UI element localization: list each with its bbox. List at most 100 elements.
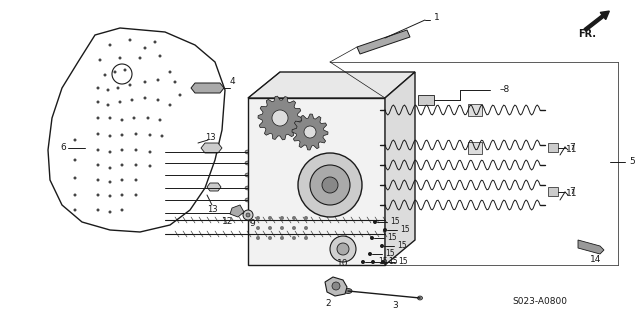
Ellipse shape	[323, 209, 333, 215]
Circle shape	[97, 100, 99, 103]
Circle shape	[148, 133, 152, 137]
Circle shape	[109, 211, 111, 213]
Ellipse shape	[348, 149, 356, 155]
Ellipse shape	[312, 209, 321, 215]
Circle shape	[246, 213, 250, 217]
Ellipse shape	[387, 160, 394, 165]
Circle shape	[168, 70, 172, 73]
Ellipse shape	[264, 172, 273, 178]
Circle shape	[120, 179, 124, 182]
Ellipse shape	[348, 197, 356, 203]
Ellipse shape	[275, 209, 285, 215]
Text: 7: 7	[569, 144, 575, 152]
Circle shape	[134, 164, 138, 167]
Bar	[418, 95, 434, 105]
Ellipse shape	[287, 197, 296, 203]
Ellipse shape	[371, 209, 381, 215]
FancyArrow shape	[584, 11, 609, 31]
Ellipse shape	[264, 209, 273, 215]
Circle shape	[118, 56, 122, 60]
Ellipse shape	[335, 197, 344, 203]
Circle shape	[292, 216, 296, 220]
Circle shape	[74, 138, 77, 142]
Circle shape	[143, 80, 147, 84]
Ellipse shape	[348, 172, 356, 178]
Ellipse shape	[387, 189, 394, 195]
Circle shape	[97, 132, 99, 136]
Circle shape	[159, 55, 161, 57]
Circle shape	[124, 69, 127, 71]
Ellipse shape	[300, 160, 308, 166]
Text: 15: 15	[400, 226, 410, 234]
Ellipse shape	[348, 209, 356, 215]
Circle shape	[134, 179, 138, 182]
Ellipse shape	[360, 197, 369, 203]
Polygon shape	[248, 72, 415, 98]
Ellipse shape	[245, 150, 251, 154]
Circle shape	[113, 70, 116, 73]
Circle shape	[154, 41, 157, 43]
Ellipse shape	[312, 149, 321, 155]
Circle shape	[361, 260, 365, 264]
Ellipse shape	[287, 209, 296, 215]
Circle shape	[292, 236, 296, 240]
Circle shape	[256, 216, 260, 220]
Ellipse shape	[383, 149, 392, 155]
Circle shape	[381, 260, 385, 264]
Ellipse shape	[312, 172, 321, 178]
Circle shape	[112, 64, 132, 84]
Ellipse shape	[323, 197, 333, 203]
Bar	[468, 142, 482, 154]
Text: 2: 2	[325, 300, 331, 308]
Text: –8: –8	[500, 85, 510, 94]
Ellipse shape	[383, 184, 392, 190]
Ellipse shape	[264, 149, 273, 155]
Ellipse shape	[252, 149, 260, 155]
Ellipse shape	[383, 160, 392, 166]
Circle shape	[109, 116, 111, 120]
Circle shape	[370, 236, 374, 240]
Circle shape	[373, 220, 377, 224]
Text: 3: 3	[392, 301, 398, 310]
Circle shape	[337, 243, 349, 255]
Text: 15: 15	[390, 218, 400, 226]
Circle shape	[134, 132, 138, 136]
Circle shape	[304, 126, 316, 138]
Ellipse shape	[245, 161, 251, 165]
Circle shape	[99, 58, 102, 62]
Polygon shape	[385, 72, 415, 265]
Ellipse shape	[145, 65, 155, 79]
Circle shape	[129, 84, 131, 86]
Circle shape	[106, 88, 109, 92]
Circle shape	[157, 78, 159, 81]
Polygon shape	[48, 28, 225, 232]
Text: 15: 15	[398, 257, 408, 266]
Text: 15: 15	[388, 257, 398, 266]
Polygon shape	[292, 114, 328, 150]
Polygon shape	[357, 30, 410, 54]
Ellipse shape	[335, 172, 344, 178]
Ellipse shape	[252, 172, 260, 178]
Circle shape	[304, 226, 308, 230]
Circle shape	[272, 110, 288, 126]
Circle shape	[120, 164, 124, 167]
Circle shape	[131, 99, 134, 101]
Circle shape	[106, 103, 109, 107]
Text: 13: 13	[205, 132, 215, 142]
Ellipse shape	[245, 211, 251, 215]
Text: 13: 13	[207, 205, 218, 214]
Ellipse shape	[371, 172, 381, 178]
Circle shape	[161, 135, 163, 137]
Ellipse shape	[360, 160, 369, 166]
Ellipse shape	[360, 149, 369, 155]
Circle shape	[179, 93, 182, 97]
Ellipse shape	[312, 184, 321, 190]
Circle shape	[280, 226, 284, 230]
Polygon shape	[258, 96, 302, 140]
Text: 14: 14	[590, 256, 602, 264]
Text: S023-A0800: S023-A0800	[513, 298, 568, 307]
Circle shape	[97, 194, 99, 197]
Ellipse shape	[417, 296, 422, 300]
Circle shape	[109, 167, 111, 169]
Ellipse shape	[312, 197, 321, 203]
